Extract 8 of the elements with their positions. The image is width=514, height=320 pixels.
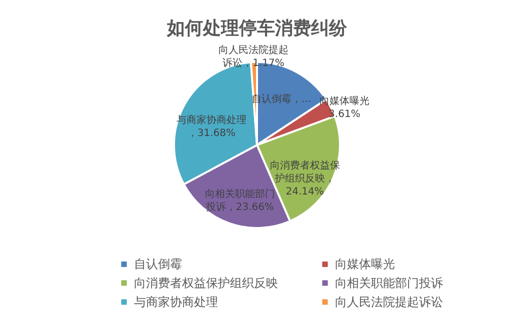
chart-title: 如何处理停车消费纠纷 <box>166 18 348 40</box>
legend-label: 与商家协商处理 <box>134 295 218 309</box>
legend-label: 自认倒霉 <box>134 257 182 272</box>
data-label: 自认倒霉，… <box>252 93 312 106</box>
legend-label: 向媒体曝光 <box>335 257 395 272</box>
legend-label: 向人民法院提起诉讼 <box>335 295 443 309</box>
legend-label: 向消费者权益保护组织反映 <box>134 276 278 290</box>
legend-label: 向相关职能部门投诉 <box>335 276 443 290</box>
